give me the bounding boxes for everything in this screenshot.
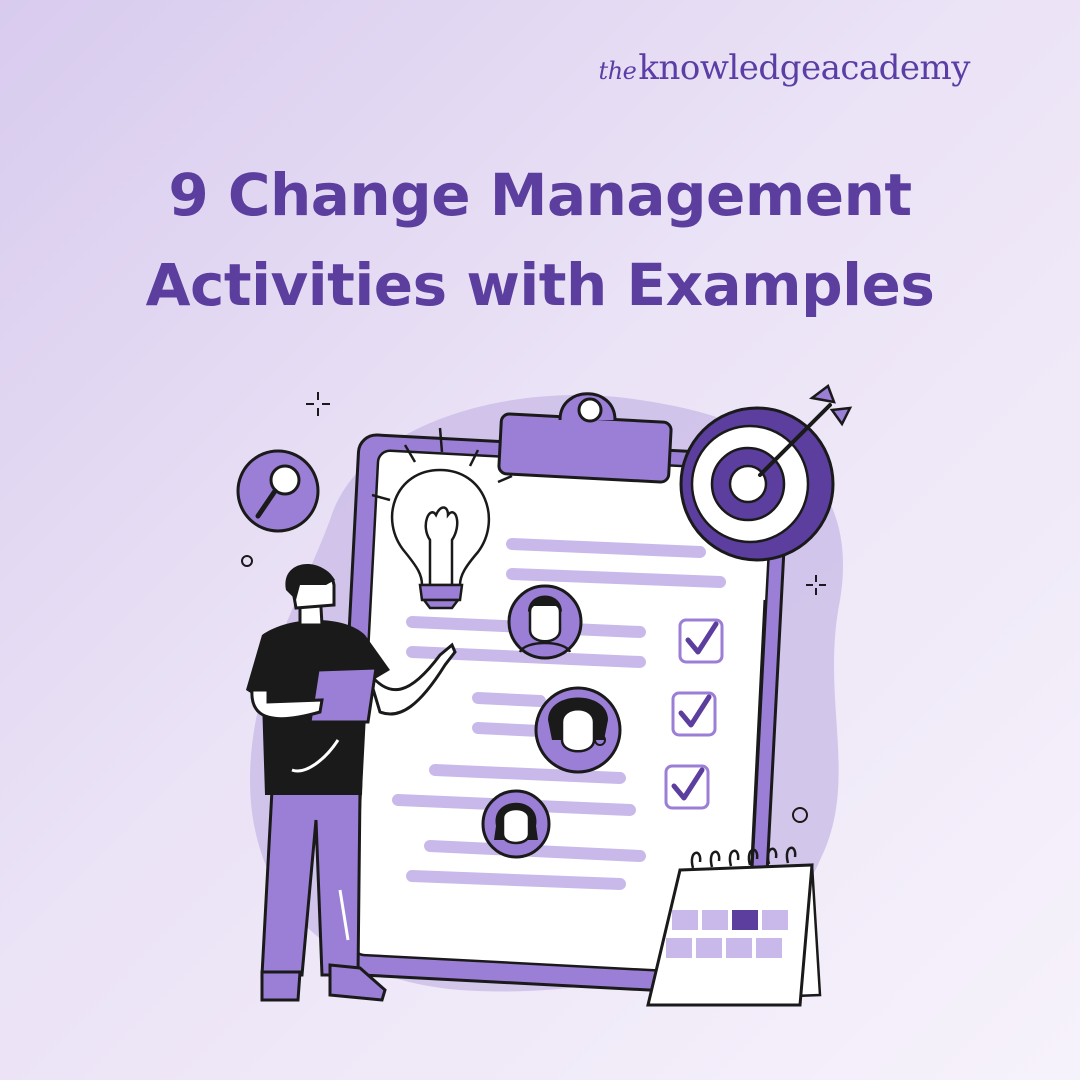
person-figure xyxy=(246,563,457,1002)
target-icon xyxy=(679,383,853,562)
calendar-icon xyxy=(646,846,822,1007)
brand-prefix: the xyxy=(598,57,637,85)
sparkle-icon xyxy=(306,392,826,595)
checkbox-icon xyxy=(671,691,717,737)
brand-name-part2: academy xyxy=(820,48,971,88)
checkbox-icon xyxy=(678,618,724,664)
lightbulb-icon xyxy=(371,427,513,610)
title-line-1: 9 Change Management xyxy=(168,161,912,229)
title-line-2: Activities with Examples xyxy=(145,251,935,319)
checkbox-icon xyxy=(664,764,710,810)
brand-logo: theknowledgeacademy xyxy=(598,48,971,88)
page-title: 9 Change Management Activities with Exam… xyxy=(0,150,1080,330)
person-avatar-icon xyxy=(481,789,551,859)
dot-decoration xyxy=(792,807,808,823)
brand-name-part1: knowledge xyxy=(638,48,821,88)
dot-decoration xyxy=(241,555,253,567)
person-avatar-icon xyxy=(534,686,622,774)
magnifier-icon xyxy=(236,449,320,533)
person-avatar-icon xyxy=(507,584,583,660)
